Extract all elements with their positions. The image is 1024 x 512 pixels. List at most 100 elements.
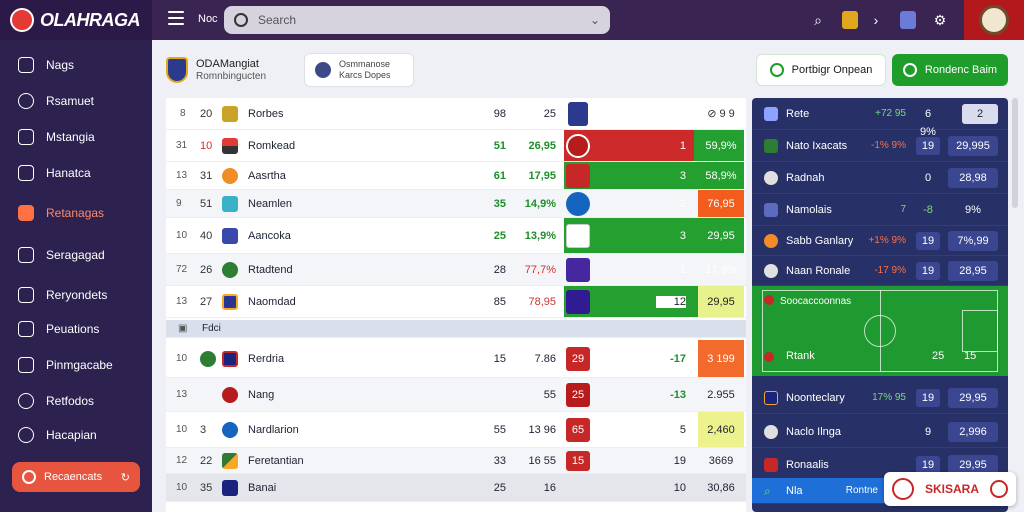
pitch-label: Soocaccoonnas — [780, 296, 852, 307]
table-row[interactable]: 10 35 Banai 25 16 10 30,86 — [166, 474, 746, 502]
brand-badge[interactable] — [964, 0, 1024, 40]
search-bar[interactable]: ⌄ — [224, 6, 610, 34]
sidebar-item-6[interactable]: Reryondets — [0, 280, 152, 310]
team-icon — [764, 233, 778, 248]
club-crest-icon — [166, 57, 188, 83]
search-icon: ⌕ — [764, 483, 771, 498]
sidebar-item-label: Pinmgacabe — [46, 358, 113, 372]
badge-icon[interactable] — [840, 10, 860, 30]
expand-icon[interactable]: ⌄ — [589, 13, 600, 27]
primary-action-label: Rondenc Baim — [924, 64, 998, 76]
sidebar-item-label: Reryondets — [46, 288, 108, 302]
clock-icon — [18, 93, 34, 109]
team-icon — [764, 424, 778, 439]
document-icon — [18, 247, 34, 263]
right-row[interactable]: Namolais 7 -8 9% — [752, 194, 1008, 226]
table-row[interactable]: 10 Rerdria 15 7.86 29 -17 3 199 — [166, 340, 746, 378]
sidebar-item-label: Retanagas — [46, 206, 105, 220]
table-row[interactable]: 10 40 Aancoka 25 13,9% 3 29,95 — [166, 218, 746, 254]
user-icon — [18, 427, 34, 443]
chip-line-2: Karcs Dopes — [339, 70, 391, 80]
crest-icon — [566, 257, 590, 282]
team-icon — [764, 202, 778, 217]
club-crest-icon[interactable] — [898, 10, 918, 30]
right-row[interactable]: Naan Ronale -17 9% 19 28,95 — [752, 256, 1008, 286]
sidebar-item-5[interactable]: Seragagad — [0, 240, 152, 270]
outline-action-label: Portbigr Onpean — [791, 64, 873, 76]
table-row[interactable]: 13 31 Aasrtha 61 17,95 3 58,9% — [166, 162, 746, 190]
grid-icon — [764, 106, 778, 121]
crest-icon — [568, 101, 588, 126]
table-row[interactable]: 13 27 Naomdad 85 78,95 12 29,95 — [166, 286, 746, 318]
sidebar-item-1[interactable]: Rsamuet — [0, 86, 152, 116]
header-b: 25 — [543, 107, 556, 120]
trophy-icon — [315, 62, 331, 78]
header-team: Rorbes — [248, 107, 284, 120]
sidebar-item-7[interactable]: Peuations — [0, 314, 152, 344]
chevron-right-icon[interactable]: › — [873, 12, 879, 28]
ball-icon — [22, 470, 36, 484]
right-row[interactable]: Nato Ixacats -1% 9% 19 29,995 — [752, 130, 1008, 162]
right-row[interactable]: Naclo Ilnga 9 2,996 — [752, 416, 1008, 448]
app-logo[interactable]: OLAHRAGA — [0, 0, 152, 40]
search-input[interactable] — [258, 13, 580, 27]
team-icon — [764, 457, 778, 472]
sidebar: Nags Rsamuet Mstangia Hanatca Retanagas … — [0, 40, 152, 512]
sidebar-item-label: Rsamuet — [46, 94, 95, 108]
calendar-icon — [18, 205, 34, 221]
flag-icon — [222, 227, 238, 244]
table-row[interactable]: 13 Nang 55 25 -13 2.955 — [166, 378, 746, 412]
right-row[interactable]: Noonteclary 17% 95 19 29,95 — [752, 382, 1008, 414]
section-label: Fdci — [202, 323, 221, 334]
competition-chip[interactable]: Osmmanose Karcs Dopes — [304, 53, 414, 87]
filter-icon[interactable]: ⊘ 9 9 — [707, 108, 735, 120]
flag-icon — [222, 195, 238, 212]
outline-action-button[interactable]: Portbigr Onpean — [756, 54, 886, 86]
sidebar-item-label: Nags — [46, 58, 75, 72]
sidebar-item-10[interactable]: Hacapian — [0, 420, 152, 450]
brand-crest-icon — [979, 5, 1009, 35]
crest-icon — [222, 421, 238, 438]
table-row[interactable]: 72 26 Rtadtend 28 77,7% 1 17,9% — [166, 254, 746, 286]
share-icon — [769, 63, 784, 77]
menu-icon[interactable] — [168, 11, 184, 25]
sidebar-item-2[interactable]: Mstangia — [0, 122, 152, 152]
chart-icon — [18, 357, 34, 373]
sidebar-item-8[interactable]: Pinmgacabe — [0, 350, 152, 380]
standings-table: 8 20 Rorbes 98 25 ⊘ 9 9 31 10 Romkead 51… — [166, 98, 746, 512]
crest-icon — [566, 289, 590, 314]
shield-icon — [18, 321, 34, 337]
sidebar-item-label: Peuations — [46, 322, 100, 336]
table-row[interactable]: 9 51 Neamlen 35 14,9% 2 76,95 — [166, 190, 746, 218]
flag-icon — [222, 167, 238, 184]
flag-icon — [222, 293, 238, 310]
check-icon — [989, 480, 1008, 498]
sidebar-item-label: Seragagad — [46, 248, 105, 262]
table-row[interactable]: 12 22 Feretantian 33 16 55 15 19 3669 — [166, 448, 746, 474]
right-row[interactable]: Sabb Ganlary +1% 9% 19 7%,99 — [752, 226, 1008, 256]
sidebar-item-0[interactable]: Nags — [0, 50, 152, 80]
sidebar-item-3[interactable]: Hanatca — [0, 158, 152, 188]
club-card[interactable]: ODAMangiat Romnbingucten — [166, 52, 296, 88]
chip-line-1: Osmmanose — [339, 59, 391, 70]
search-icon[interactable]: ⌕ — [814, 11, 822, 28]
pitch-widget[interactable]: Soocaccoonnas Rtank 25 15 — [752, 286, 1008, 376]
table-row[interactable]: 10 3 Nardlarion 55 13 96 65 5 2,460 — [166, 412, 746, 448]
right-panel: Rete +72 95 6 9% 2 Nato Ixacats -1% 9% 1… — [752, 98, 1008, 512]
sidebar-cta-button[interactable]: Recaencats ↻ — [12, 462, 140, 492]
club-name: ODAMangiat — [196, 57, 259, 70]
section-icon: ▣ — [178, 323, 188, 334]
arrow-icon — [18, 287, 34, 303]
scrollbar[interactable] — [1012, 98, 1018, 208]
table-row[interactable]: 31 10 Romkead 51 26,95 1 59,9% — [166, 130, 746, 162]
primary-action-button[interactable]: Rondenc Baim — [892, 54, 1008, 86]
crest-icon — [566, 223, 590, 248]
sidebar-item-9[interactable]: Retfodos — [0, 386, 152, 416]
team-icon — [764, 138, 778, 153]
logo-text: OLAHRAGA — [40, 9, 141, 30]
crest-icon — [566, 133, 590, 158]
right-row[interactable]: Radnah 0 28,98 — [752, 162, 1008, 194]
sidebar-item-4[interactable]: Retanagas — [0, 198, 152, 228]
settings-icon[interactable]: ⚙ — [933, 11, 947, 28]
team-icon — [764, 263, 778, 278]
